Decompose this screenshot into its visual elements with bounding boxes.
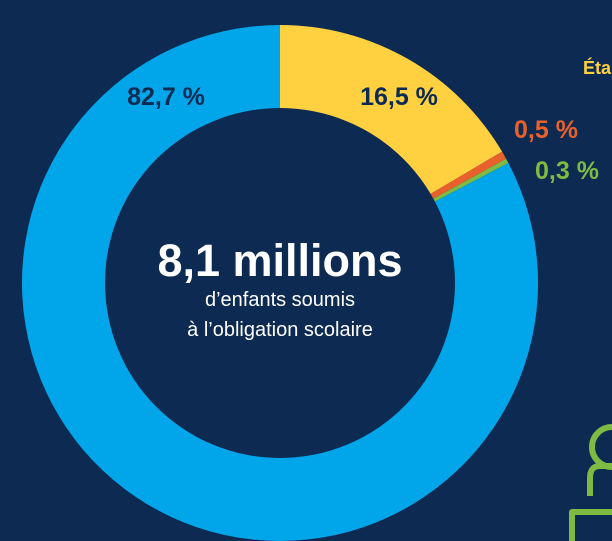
slice-label-82-7: 82,7 % [127,83,205,111]
center-subtitle-line1: d’enfants soumis [205,289,355,311]
donut-hole [105,108,455,458]
center-title: 8,1 millions [157,235,402,286]
side-label-eta: Éta [583,57,612,78]
center-subtitle-line2: à l’obligation scolaire [187,319,373,341]
slice-label-16-5: 16,5 % [360,83,438,111]
slice-label-0-5: 0,5 % [514,116,578,144]
person-icon [569,424,612,541]
slice-label-0-3: 0,3 % [535,157,599,185]
